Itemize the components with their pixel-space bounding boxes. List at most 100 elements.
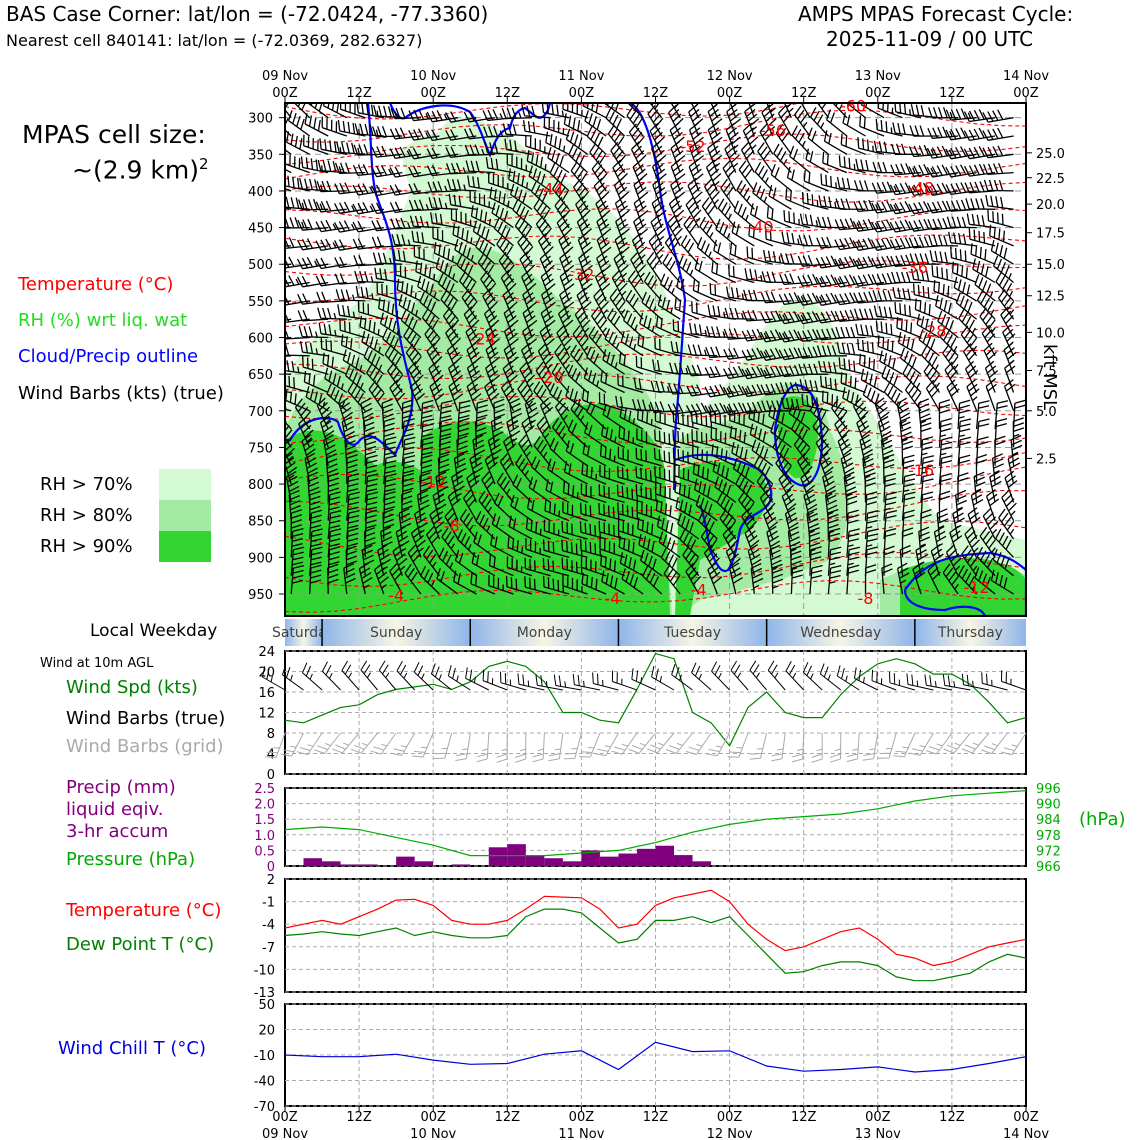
wind-barb bbox=[892, 122, 922, 137]
wind-barb bbox=[485, 157, 514, 174]
wind-barb bbox=[688, 104, 704, 137]
wind-barb bbox=[519, 361, 536, 393]
wind-barb bbox=[298, 325, 329, 339]
wind-barb bbox=[617, 466, 644, 485]
wind-barb bbox=[610, 141, 627, 173]
wind-barb bbox=[383, 491, 396, 521]
isotherm bbox=[285, 285, 1026, 313]
weekday-label: Wednesday bbox=[800, 625, 881, 641]
wind-barb bbox=[334, 201, 366, 214]
wind-barb bbox=[435, 471, 449, 503]
wind-barb bbox=[379, 312, 403, 339]
isotherm bbox=[285, 552, 1026, 587]
precip-label-1: Precip (mm) bbox=[66, 777, 176, 798]
wind-barb bbox=[777, 104, 792, 137]
wind-barb bbox=[457, 399, 471, 430]
wind-barb bbox=[335, 289, 366, 302]
pressure-tick-label: 450 bbox=[248, 222, 273, 237]
wind-barb bbox=[297, 238, 329, 251]
wind-barb bbox=[1004, 470, 1018, 503]
wind-barb bbox=[890, 254, 922, 267]
wind-barb bbox=[827, 546, 842, 576]
wind-barb-grid bbox=[579, 732, 601, 758]
wind-barb bbox=[760, 365, 792, 379]
wind-barb bbox=[426, 129, 459, 142]
wind-barb bbox=[303, 134, 329, 155]
wind-barb bbox=[714, 476, 737, 503]
wind-barb bbox=[975, 418, 990, 448]
wind-barb bbox=[656, 515, 681, 540]
top-time-label: 12Z bbox=[643, 86, 669, 101]
wind-barb bbox=[503, 324, 519, 357]
wind-barb bbox=[574, 306, 591, 338]
precip-tick-label: 0 bbox=[267, 860, 275, 875]
wind-barb bbox=[297, 218, 329, 231]
wind-barb bbox=[299, 178, 329, 192]
wind-barb bbox=[989, 224, 1014, 247]
wind-barb bbox=[395, 263, 422, 284]
wind-barb bbox=[649, 122, 666, 155]
wind-barb bbox=[372, 252, 403, 265]
wind-barb bbox=[990, 569, 1014, 595]
temperature-contour-label: -12 bbox=[964, 578, 990, 597]
wind-barb bbox=[784, 507, 799, 540]
wind-barb bbox=[466, 470, 480, 503]
wind-barb bbox=[317, 159, 347, 174]
wind-barb bbox=[936, 508, 949, 540]
wind-barb-grid bbox=[628, 732, 656, 754]
wind-barb bbox=[354, 123, 384, 137]
wind-barb bbox=[685, 402, 718, 416]
wind-barb bbox=[502, 287, 518, 320]
wind-barb bbox=[778, 329, 811, 343]
precip-bar bbox=[618, 853, 637, 866]
wind-barb-grid bbox=[749, 732, 768, 760]
wind-barb bbox=[699, 216, 718, 247]
wind-barb bbox=[710, 427, 737, 449]
wind-barb bbox=[912, 283, 940, 302]
weekday-label: Tuesday bbox=[663, 625, 721, 641]
wind-barb bbox=[972, 258, 996, 284]
wind-barb bbox=[843, 471, 857, 503]
wind-barb bbox=[672, 319, 699, 339]
wind-barb bbox=[797, 292, 829, 306]
wind-barb bbox=[749, 203, 774, 229]
wind-barb bbox=[685, 562, 702, 595]
wind-barb bbox=[502, 123, 533, 137]
wind-barb-grid bbox=[332, 732, 360, 754]
wind-barb bbox=[698, 510, 718, 540]
wind-barb bbox=[881, 563, 893, 595]
wind-barb bbox=[315, 200, 347, 213]
wind-barb bbox=[285, 344, 310, 357]
wind-barb bbox=[472, 434, 486, 466]
rh-legend-70-swatch bbox=[159, 469, 211, 500]
wind-barb bbox=[360, 397, 374, 430]
wind-barb bbox=[457, 529, 477, 558]
temperature-tick-label: -10 bbox=[254, 963, 275, 978]
bottom-time-label: 12Z bbox=[939, 1110, 965, 1125]
isotherm bbox=[285, 305, 1026, 338]
wind-barb bbox=[855, 158, 885, 174]
wind-barb bbox=[428, 197, 458, 210]
wind-barb bbox=[1007, 452, 1021, 485]
wind-barb bbox=[508, 168, 533, 192]
wind-barb bbox=[920, 455, 935, 485]
wind-barb bbox=[543, 116, 570, 137]
wind-barb bbox=[461, 288, 478, 320]
wind-barb bbox=[303, 371, 329, 394]
isotherm bbox=[285, 260, 1026, 287]
wind-barb bbox=[635, 355, 662, 375]
wind-barb-grid bbox=[594, 732, 619, 757]
wind-barb-grid bbox=[563, 732, 582, 760]
wind-barb bbox=[957, 472, 969, 503]
wind-barb bbox=[955, 489, 967, 521]
wind-barb bbox=[926, 164, 959, 178]
pressure-unit-label: (hPa) bbox=[1079, 809, 1126, 830]
wind-barb bbox=[709, 410, 736, 430]
wind-barb bbox=[339, 319, 366, 339]
wind-barb bbox=[475, 236, 496, 265]
wind-barb bbox=[688, 122, 704, 155]
wind-barb bbox=[989, 470, 1002, 503]
wind-barb bbox=[724, 307, 755, 320]
wind-barb bbox=[815, 274, 848, 288]
wind-barb bbox=[600, 370, 625, 394]
